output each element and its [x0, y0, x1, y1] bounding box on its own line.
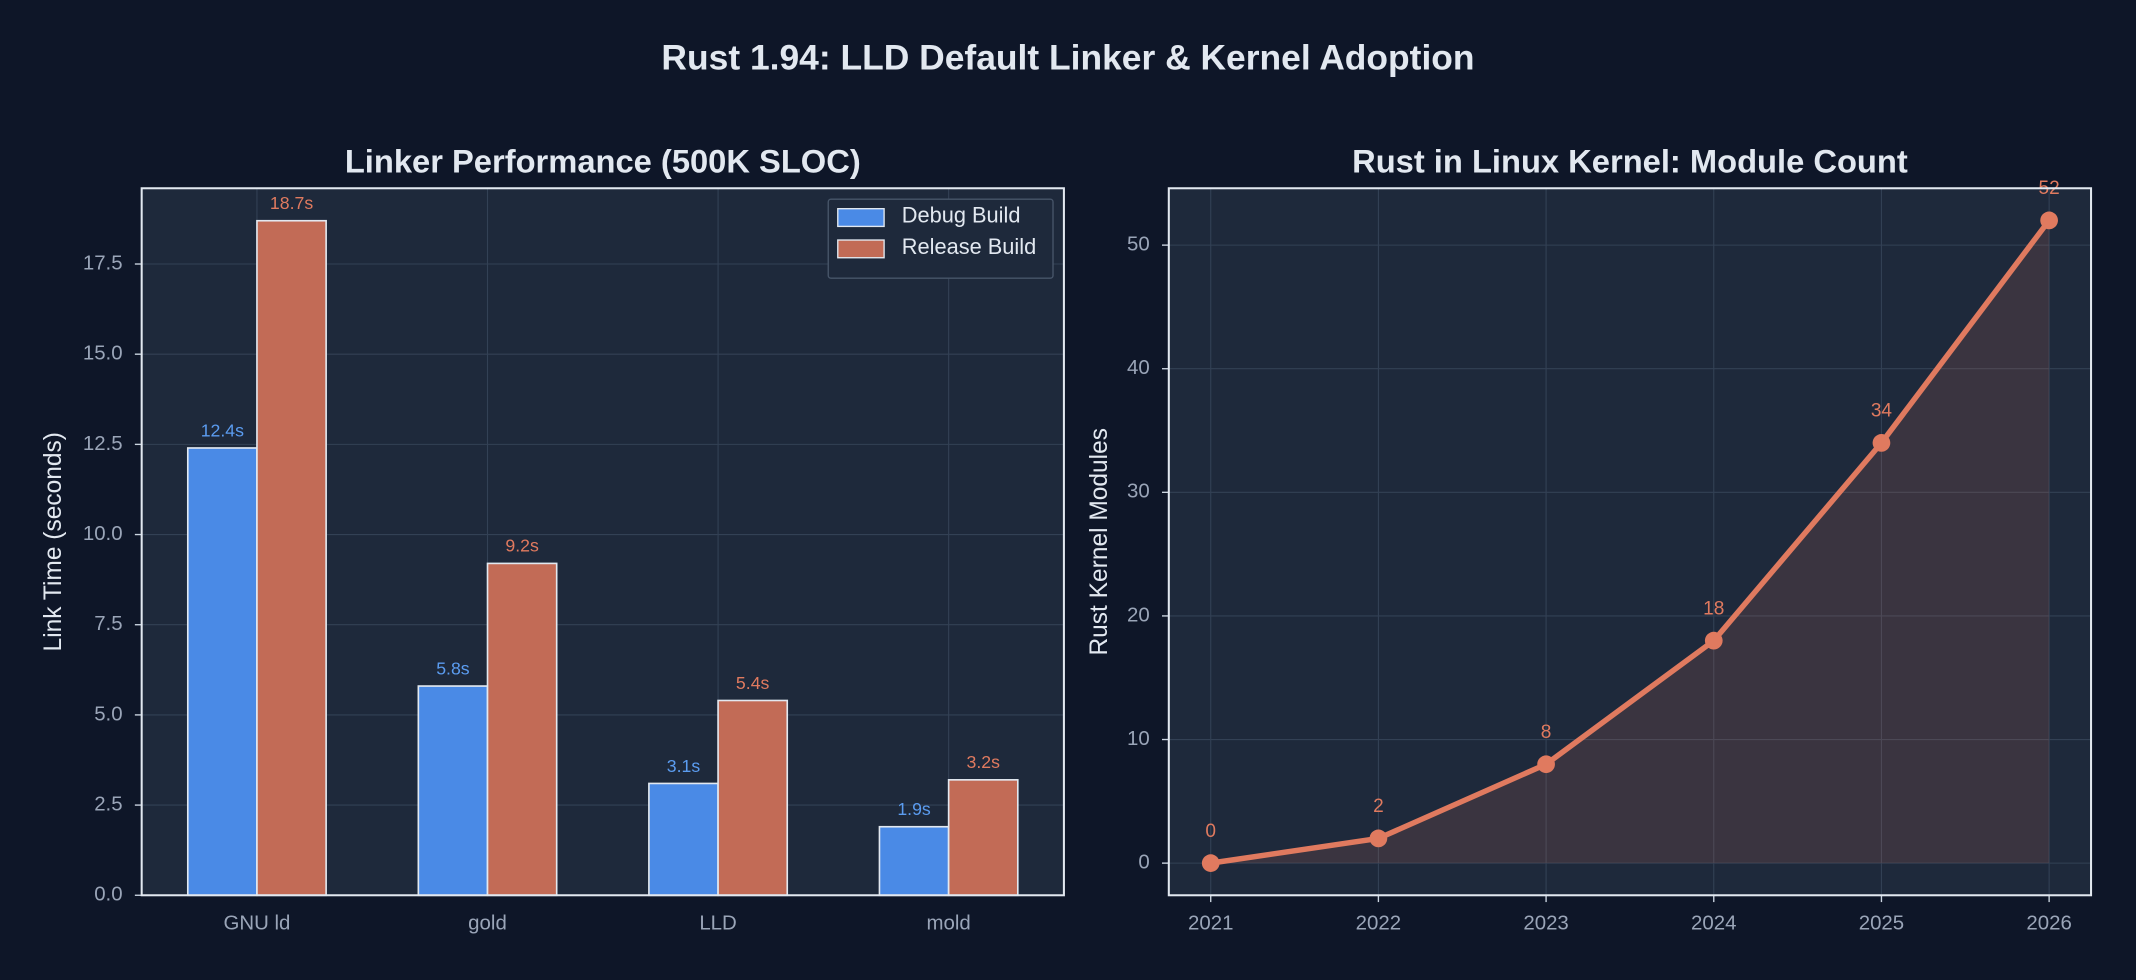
y-tick-label: 15.0 — [83, 343, 123, 365]
plot-frame — [1167, 187, 2093, 897]
point — [1704, 631, 1723, 650]
x-tick-label: gold — [468, 912, 507, 934]
figure-title: Rust 1.94: LLD Default Linker & Kernel A… — [661, 38, 1474, 78]
value-label: 34 — [1871, 401, 1893, 422]
y-tick-label: 40 — [1127, 357, 1150, 379]
point — [1201, 854, 1220, 872]
x-tick-label: 2025 — [1859, 912, 1904, 934]
y-tick-label: 0.0 — [94, 884, 122, 906]
bar — [417, 685, 489, 897]
bar — [648, 782, 719, 897]
value-label: 2 — [1373, 796, 1384, 817]
bar — [947, 779, 1019, 897]
value-label: 12.4s — [201, 420, 244, 440]
plot-area — [1168, 188, 2092, 896]
y-tick-label: 30 — [1127, 481, 1150, 503]
y-tick-label: 2.5 — [94, 793, 122, 815]
y-axis-label: Link Time (seconds) — [40, 432, 67, 651]
x-tick-label: 2022 — [1356, 912, 1401, 934]
x-tick-label: 2021 — [1188, 912, 1233, 934]
x-tick-label: LLD — [699, 912, 736, 934]
x-tick-label: 2023 — [1523, 912, 1568, 934]
chart-title: Rust in Linux Kernel: Module Count — [1352, 142, 1908, 179]
bar — [186, 447, 258, 897]
legend-swatch — [837, 208, 885, 228]
point — [1872, 434, 1891, 452]
y-tick-label: 5.0 — [94, 703, 122, 725]
value-label: 1.9s — [897, 799, 931, 819]
area-fill — [1210, 220, 2050, 864]
line — [1210, 218, 2052, 866]
plot-frame — [140, 187, 1065, 897]
x-tick-label: 2026 — [2026, 912, 2071, 934]
y-tick-label: 7.5 — [94, 613, 122, 635]
bar — [486, 562, 558, 897]
value-label: 18 — [1703, 598, 1724, 619]
y-tick-label: 17.5 — [83, 252, 123, 274]
value-label: 9.2s — [505, 536, 539, 556]
chart-title: Linker Performance (500K SLOC) — [345, 142, 861, 179]
point — [1537, 755, 1555, 774]
y-axis-label: Rust Kernel Modules — [1086, 428, 1113, 656]
legend-label: Release Build — [902, 234, 1036, 259]
value-label: 18.7s — [270, 193, 313, 213]
legend-swatch — [837, 239, 885, 259]
value-label: 0 — [1205, 821, 1216, 842]
value-label: 5.4s — [736, 673, 770, 693]
y-tick-label: 12.5 — [83, 433, 123, 455]
point — [2040, 211, 2058, 230]
y-tick-label: 20 — [1127, 604, 1150, 626]
x-tick-label: GNU ld — [223, 912, 290, 934]
bar — [878, 825, 950, 897]
y-tick-label: 10.0 — [83, 523, 123, 545]
value-label: 5.8s — [436, 658, 470, 678]
point — [1369, 829, 1388, 848]
value-label: 3.1s — [667, 756, 701, 776]
x-tick-label: 2024 — [1691, 912, 1736, 934]
legend-label: Debug Build — [902, 203, 1021, 228]
x-tick-label: mold — [927, 912, 971, 934]
y-tick-label: 50 — [1127, 234, 1150, 256]
bar — [717, 699, 789, 897]
bar — [256, 219, 327, 897]
y-tick-label: 10 — [1127, 728, 1150, 750]
value-label: 3.2s — [966, 752, 1000, 772]
value-label: 8 — [1541, 722, 1552, 743]
y-tick-label: 0 — [1138, 852, 1149, 874]
